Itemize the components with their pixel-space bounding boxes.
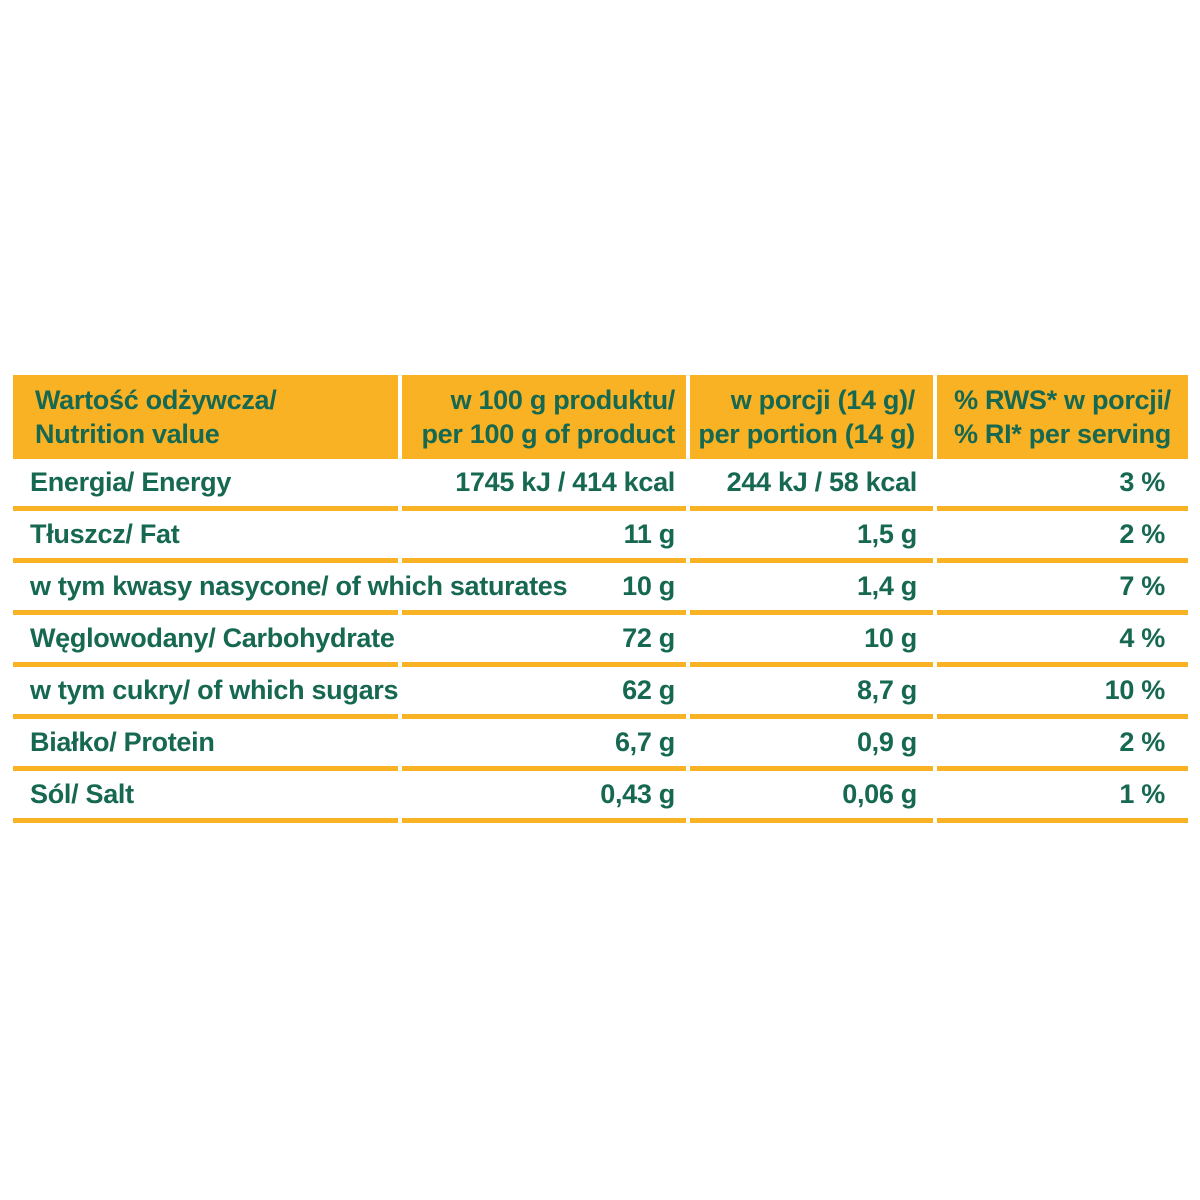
- table-row-saturates: w tym kwasy nasycone/ of which saturates…: [13, 563, 1188, 610]
- header-percent-ri-line1: % RWS* w porcji/: [954, 385, 1171, 415]
- table-row-fat: Tłuszcz/ Fat 11 g 1,5 g 2 %: [13, 511, 1188, 558]
- row-percent-ri: 2 %: [1119, 519, 1165, 549]
- nutrition-table-header: Wartość odżywcza/ Nutrition value w 100 …: [13, 375, 1188, 459]
- header-per-portion-line1: w porcji (14 g)/: [730, 385, 916, 415]
- row-per-100g: 0,43 g: [600, 779, 675, 809]
- row-divider: [13, 610, 1188, 615]
- table-row-protein: Białko/ Protein 6,7 g 0,9 g 2 %: [13, 719, 1188, 766]
- row-label: Węglowodany/ Carbohydrate: [30, 623, 395, 653]
- row-per-portion: 10 g: [864, 623, 917, 653]
- row-percent-ri: 1 %: [1119, 779, 1165, 809]
- row-percent-ri: 2 %: [1119, 727, 1165, 757]
- row-per-portion: 244 kJ / 58 kcal: [726, 467, 918, 497]
- row-per-100g: 10 g: [622, 571, 675, 601]
- table-row-salt: Sól/ Salt 0,43 g 0,06 g 1 %: [13, 771, 1188, 818]
- table-bottom-border: [13, 818, 1188, 823]
- header-nutrition-value-line1: Wartość odżywcza/: [35, 385, 277, 415]
- header-per-100g: w 100 g produktu/ per 100 g of product: [402, 375, 686, 459]
- header-per-100g-line1: w 100 g produktu/: [450, 385, 676, 415]
- row-label: Tłuszcz/ Fat: [30, 519, 180, 549]
- row-per-portion: 1,5 g: [856, 519, 917, 549]
- row-percent-ri: 3 %: [1119, 467, 1165, 497]
- row-per-portion: 0,06 g: [842, 779, 917, 809]
- header-percent-ri-line2: % RI* per serving: [954, 419, 1171, 449]
- row-percent-ri: 7 %: [1119, 571, 1165, 601]
- row-per-100g: 62 g: [622, 675, 675, 705]
- row-per-portion: 0,9 g: [856, 727, 917, 757]
- header-nutrition-value: Wartość odżywcza/ Nutrition value: [13, 375, 398, 459]
- row-divider: [13, 662, 1188, 667]
- header-nutrition-value-line2: Nutrition value: [35, 419, 220, 449]
- row-percent-ri: 10 %: [1104, 675, 1166, 705]
- nutrition-table: Wartość odżywcza/ Nutrition value w 100 …: [13, 375, 1188, 823]
- row-percent-ri: 4 %: [1119, 623, 1165, 653]
- row-per-portion: 1,4 g: [856, 571, 917, 601]
- row-label: Sól/ Salt: [30, 779, 134, 809]
- row-label: w tym kwasy nasycone/ of which saturates: [30, 571, 568, 601]
- header-per-portion-line2: per portion (14 g): [698, 419, 915, 449]
- header-percent-ri: % RWS* w porcji/ % RI* per serving: [937, 375, 1188, 459]
- header-per-100g-line2: per 100 g of product: [421, 419, 675, 449]
- row-per-100g: 1745 kJ / 414 kcal: [455, 467, 675, 497]
- table-row-energy: Energia/ Energy 1745 kJ / 414 kcal 244 k…: [13, 459, 1188, 506]
- row-per-portion: 8,7 g: [856, 675, 917, 705]
- row-divider: [13, 714, 1188, 719]
- row-label: Białko/ Protein: [30, 727, 215, 757]
- table-row-carbohydrate: Węglowodany/ Carbohydrate 72 g 10 g 4 %: [13, 615, 1188, 662]
- row-per-100g: 6,7 g: [614, 727, 675, 757]
- table-row-sugars: w tym cukry/ of which sugars 62 g 8,7 g …: [13, 667, 1188, 714]
- row-divider: [13, 766, 1188, 771]
- row-divider: [13, 506, 1188, 511]
- row-divider: [13, 558, 1188, 563]
- row-label: w tym cukry/ of which sugars: [30, 675, 399, 705]
- row-label: Energia/ Energy: [30, 467, 232, 497]
- row-per-100g: 11 g: [623, 519, 676, 549]
- row-per-100g: 72 g: [622, 623, 675, 653]
- header-per-portion: w porcji (14 g)/ per portion (14 g): [690, 375, 933, 459]
